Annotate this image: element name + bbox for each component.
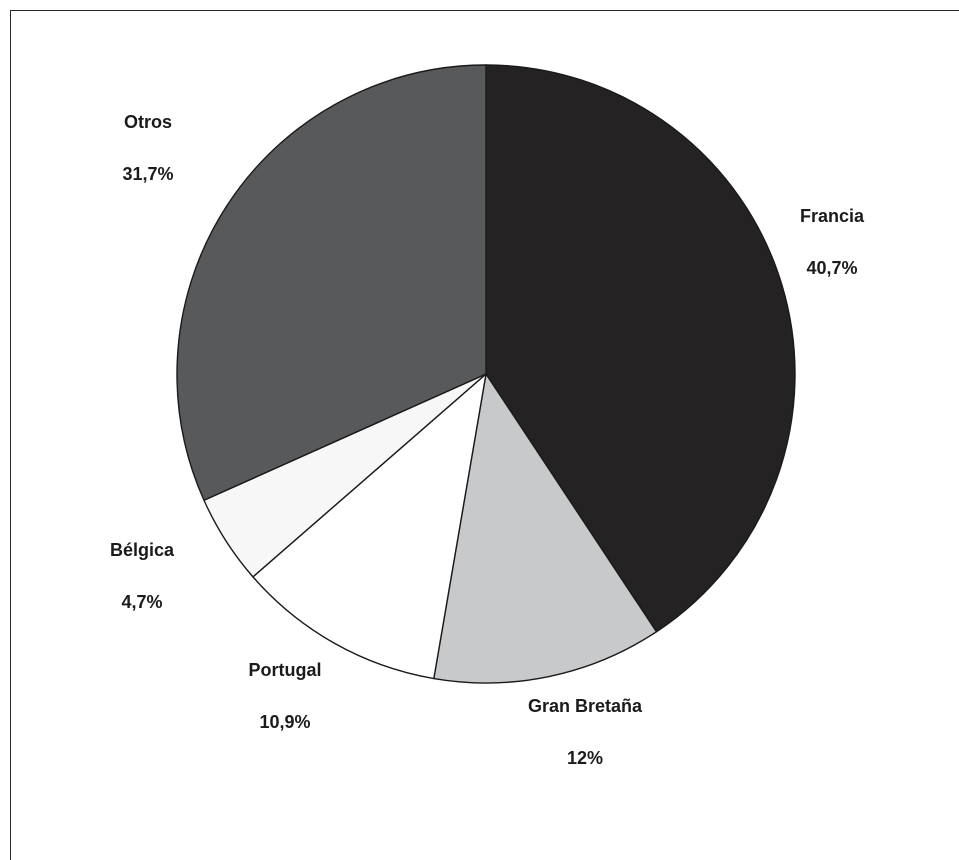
slice-value-label: 12% [567, 748, 603, 768]
slice-value-label: 4,7% [121, 592, 162, 612]
slice-label: Francia [800, 206, 865, 226]
slice-label: Portugal [248, 660, 321, 680]
chart-frame [10, 10, 959, 860]
slice-gran-breta-a [433, 373, 658, 684]
slice-portugal [252, 373, 487, 680]
slice-label: Bélgica [110, 540, 175, 560]
slice-label: Gran Bretaña [528, 696, 643, 716]
pie-chart: Francia 40,7% Gran Bretaña 12% Portugal 10,9%… [110, 64, 865, 768]
slice-value-label: 40,7% [806, 258, 857, 278]
slice-label: Otros [124, 112, 172, 132]
slice-labels: Francia 40,7% Gran Bretaña 12% Portugal 10,9%… [110, 112, 865, 768]
slice-otros [176, 64, 487, 501]
pie-slices [176, 64, 796, 684]
slice-value-label: 31,7% [122, 164, 173, 184]
slice-value-label: 10,9% [259, 712, 310, 732]
